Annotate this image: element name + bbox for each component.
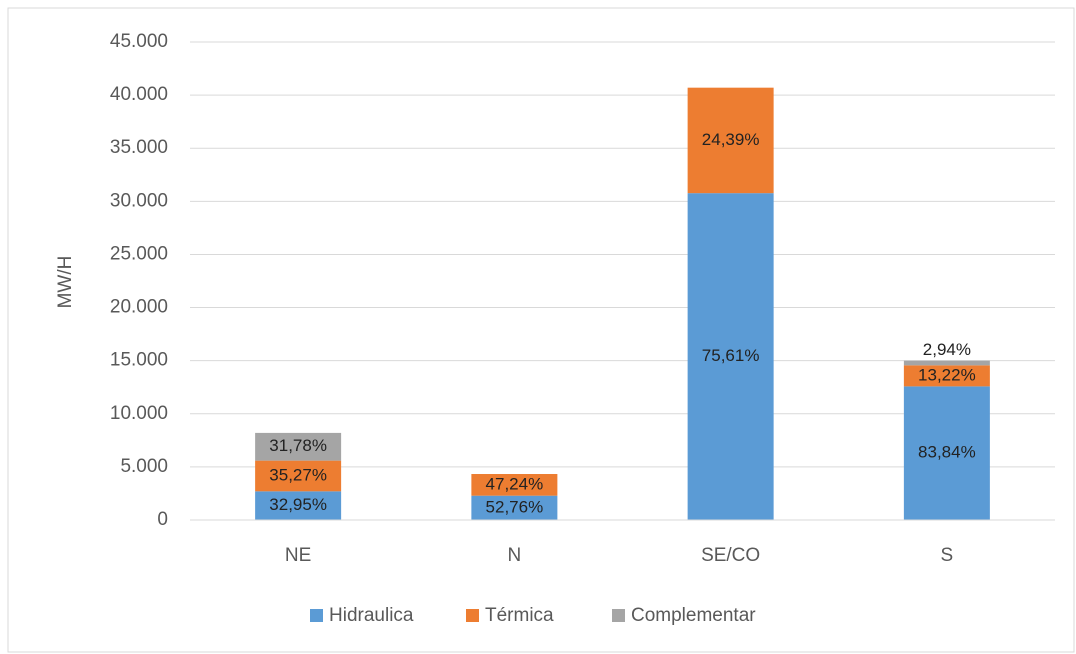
- y-tick-label: 20.000: [110, 297, 168, 318]
- legend-label: Hidraulica: [329, 605, 414, 626]
- legend-swatch: [310, 609, 323, 622]
- bar-segment: [471, 495, 558, 520]
- bar-segment: [903, 365, 990, 387]
- y-tick-label: 40.000: [110, 84, 168, 105]
- data-label: 83,84%: [918, 443, 976, 462]
- bar-segment: [471, 474, 558, 496]
- bar-segment: [687, 87, 774, 194]
- bar-segment: [903, 360, 990, 366]
- data-label: 31,78%: [269, 436, 327, 455]
- legend-label: Térmica: [485, 605, 554, 626]
- y-tick-label: 30.000: [110, 190, 168, 211]
- bar-segment: [687, 193, 774, 520]
- data-label: 24,39%: [702, 130, 760, 149]
- bar-segment: [255, 491, 342, 520]
- y-tick-label: 25.000: [110, 243, 168, 264]
- x-tick-label: NE: [285, 545, 311, 566]
- y-tick-label: 10.000: [110, 403, 168, 424]
- legend-swatch: [466, 609, 479, 622]
- data-label: 75,61%: [702, 346, 760, 365]
- y-tick-label: 35.000: [110, 137, 168, 158]
- legend-label: Complementar: [631, 605, 756, 626]
- y-tick-label: 0: [157, 509, 168, 530]
- y-tick-label: 5.000: [120, 456, 168, 477]
- y-tick-label: 15.000: [110, 350, 168, 371]
- data-label: 13,22%: [918, 365, 976, 384]
- x-tick-label: N: [508, 545, 522, 566]
- bar-segment: [255, 432, 342, 461]
- data-label: 35,27%: [269, 465, 327, 484]
- y-axis-label: MW/H: [55, 256, 76, 309]
- legend-swatch: [612, 609, 625, 622]
- data-label: 2,94%: [923, 340, 971, 359]
- data-label: 52,76%: [486, 497, 544, 516]
- x-tick-label: SE/CO: [701, 545, 760, 566]
- y-tick-label: 45.000: [110, 31, 168, 52]
- bar-segment: [255, 460, 342, 492]
- data-label: 32,95%: [269, 495, 327, 514]
- chart-frame: [7, 7, 1075, 653]
- data-label: 47,24%: [486, 474, 544, 493]
- bar-segment: [903, 386, 990, 520]
- x-tick-label: S: [941, 545, 954, 566]
